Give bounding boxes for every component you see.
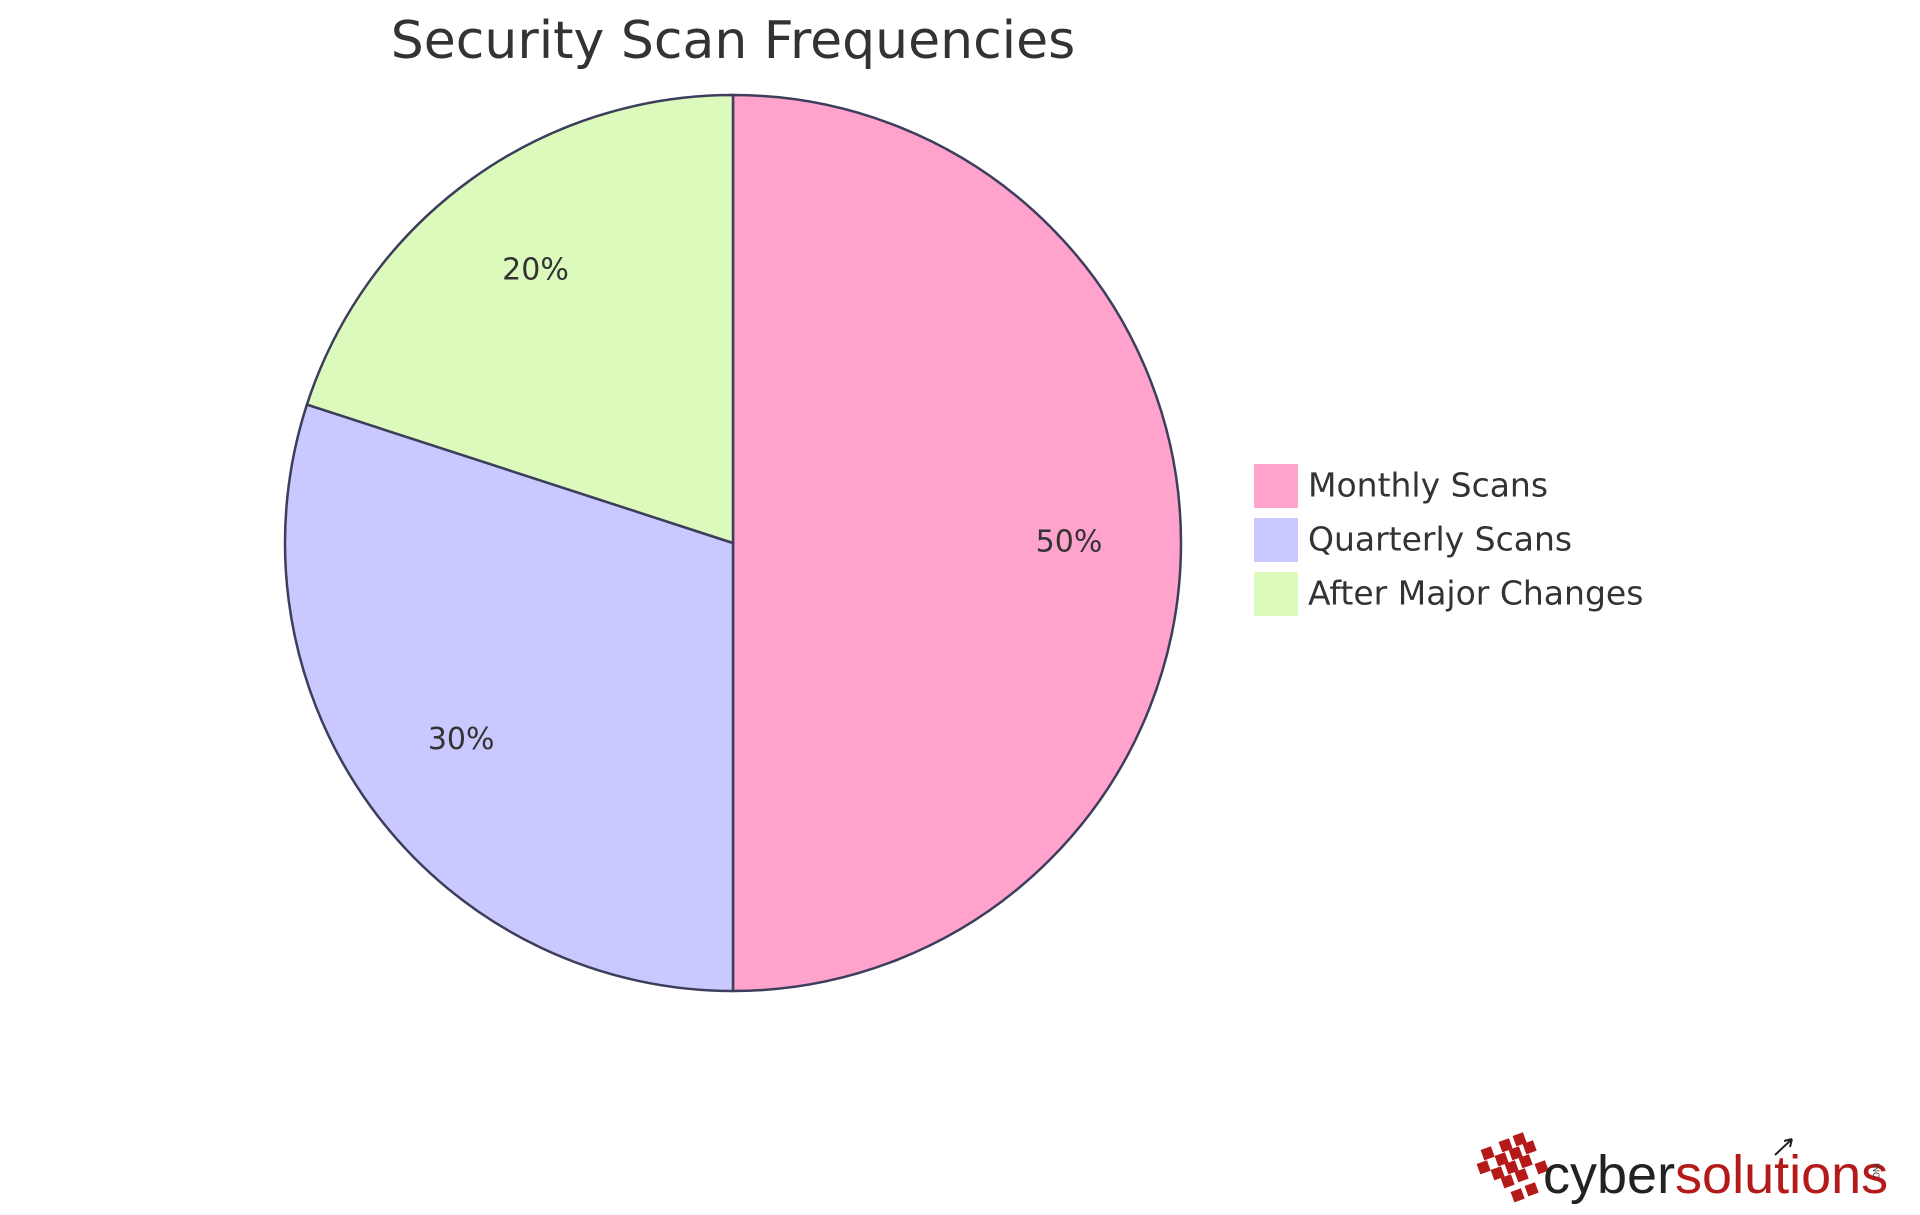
legend-swatch-quarterly-scans	[1254, 518, 1298, 562]
legend: Monthly Scans Quarterly Scans After Major …	[1254, 464, 1643, 616]
logo-square	[1514, 1168, 1529, 1183]
logo-arrow-icon	[1774, 1138, 1793, 1156]
logo-square	[1498, 1138, 1513, 1153]
logo-square	[1476, 1160, 1491, 1175]
logo-square	[1512, 1132, 1527, 1147]
slice-label-after-major-changes: 20%	[502, 253, 569, 288]
logo-square	[1490, 1166, 1505, 1181]
company-logo: cybersolutions INC	[1476, 1132, 1888, 1205]
slice-label-monthly-scans: 50%	[1036, 525, 1103, 560]
legend-label-after-major-changes: After Major Changes	[1308, 574, 1643, 613]
pie-slices	[283, 93, 1183, 993]
logo-square	[1508, 1146, 1523, 1161]
legend-label-quarterly-scans: Quarterly Scans	[1308, 520, 1572, 559]
chart-title: Security Scan Frequencies	[391, 11, 1075, 71]
logo-square	[1522, 1140, 1537, 1155]
legend-swatch-monthly-scans	[1254, 464, 1298, 508]
logo-square	[1494, 1152, 1509, 1167]
slice-label-quarterly-scans: 30%	[428, 722, 495, 757]
logo-text-solutions: solutions	[1675, 1145, 1888, 1205]
logo-text: cybersolutions	[1543, 1145, 1888, 1205]
logo-squares-icon	[1476, 1132, 1549, 1203]
logo-text-cyber: cyber	[1543, 1145, 1675, 1205]
logo-square	[1480, 1146, 1495, 1161]
logo-square	[1518, 1154, 1533, 1169]
logo-text-inc: INC	[1871, 1163, 1881, 1179]
pie-slice-monthly-scans	[731, 93, 1183, 993]
logo-square	[1504, 1160, 1519, 1175]
logo-square	[1534, 1160, 1549, 1175]
logo-square	[1500, 1174, 1515, 1189]
logo-square	[1524, 1182, 1539, 1197]
pie-slice-quarterly-scans	[283, 402, 735, 993]
pie-slice-after-major-changes	[305, 93, 735, 545]
legend-swatch-after-major-changes	[1254, 572, 1298, 616]
logo-square	[1510, 1188, 1525, 1203]
pie-slice-labels: 50% 30% 20%	[428, 253, 1103, 757]
legend-label-monthly-scans: Monthly Scans	[1308, 466, 1548, 505]
